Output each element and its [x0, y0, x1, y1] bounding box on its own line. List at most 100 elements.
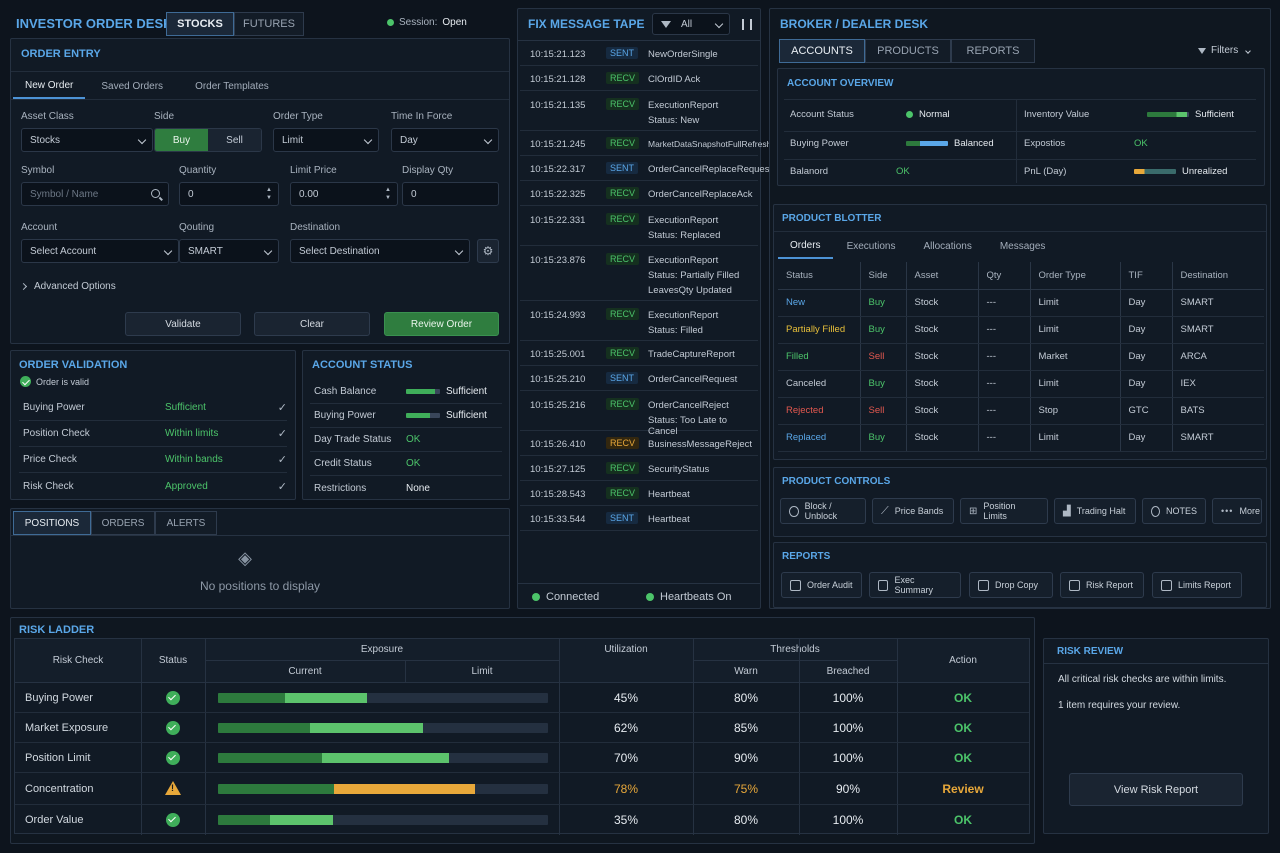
list-item[interactable]: 10:15:21.128 RECV ClOrdID Ack [520, 66, 758, 91]
copy-icon [978, 579, 989, 591]
limit-price-label: Limit Price [290, 165, 337, 176]
tab-products[interactable]: PRODUCTS [865, 39, 951, 63]
trading-halt-button[interactable]: ▟ Trading Halt [1054, 498, 1136, 524]
list-item[interactable]: 10:15:25.001 RECV TradeCaptureReport [520, 341, 758, 366]
account-select[interactable]: Select Account [21, 239, 179, 263]
table-row[interactable]: Filled Sell Stock --- Market Day ARCA [778, 343, 1264, 371]
tab-positions[interactable]: POSITIONS [13, 511, 91, 535]
notes-button[interactable]: NOTES [1142, 498, 1206, 524]
limits-report-button[interactable]: Limits Report [1152, 572, 1242, 598]
asset-class-select[interactable]: Stocks [21, 128, 153, 152]
limit-price-stepper[interactable]: 0.00 ▲ ▼ [290, 182, 398, 206]
tab-allocations[interactable]: Allocations [923, 240, 972, 252]
list-item[interactable]: 10:15:24.993 RECV ExecutionReport Status: F… [520, 301, 758, 341]
tab-alerts[interactable]: ALERTS [155, 511, 217, 535]
list-item[interactable]: 10:15:22.325 RECV OrderCancelReplaceAck [520, 181, 758, 206]
symbol-input[interactable]: Symbol / Name [21, 182, 169, 206]
table-cell: Day [1120, 289, 1173, 317]
drop-copy-button[interactable]: Drop Copy [969, 572, 1053, 598]
action-status[interactable]: Review [942, 782, 984, 796]
side-sell-button[interactable]: Sell [208, 129, 261, 151]
table-cell: Day [1120, 316, 1173, 344]
message-type: BusinessMessageReject [648, 439, 753, 450]
list-item[interactable]: 10:15:21.123 SENT NewOrderSingle [520, 41, 758, 66]
table-cell: Stock [906, 424, 979, 452]
display-qty-input[interactable]: 0 [402, 182, 499, 206]
price-bands-button[interactable]: ⟋ Price Bands [872, 498, 954, 524]
column-header[interactable]: Status [778, 262, 861, 290]
fix-filter-select[interactable]: All [652, 13, 730, 35]
list-item[interactable]: 10:15:33.544 SENT Heartbeat [520, 506, 758, 531]
destination-select[interactable]: Select Destination [290, 239, 470, 263]
list-item[interactable]: 10:15:25.210 SENT OrderCancelRequest [520, 366, 758, 391]
tab-stocks[interactable]: STOCKS [166, 12, 234, 36]
list-item[interactable]: 10:15:23.876 RECV ExecutionReport Status: P… [520, 246, 758, 301]
table-row[interactable]: Partially Filled Buy Stock --- Limit Day SMART [778, 316, 1264, 344]
risk-review-panel: RISK REVIEW All critical risk checks are… [1043, 638, 1269, 834]
message-direction-badge: RECV [606, 213, 640, 225]
side-buy-button[interactable]: Buy [155, 129, 208, 151]
table-row[interactable]: Concentration 78% 75% 90% Review [15, 773, 1029, 805]
filters-button[interactable]: Filters [1198, 45, 1252, 56]
expostios-value: OK [1134, 138, 1148, 149]
tab-orders[interactable]: ORDERS [91, 511, 155, 535]
table-row[interactable]: Market Exposure 62% 85% 100% OK [15, 713, 1029, 743]
block-unblock-button[interactable]: Block / Unblock [780, 498, 866, 524]
tab-executions[interactable]: Executions [846, 240, 896, 252]
clear-button[interactable]: Clear [254, 312, 370, 336]
more-button[interactable]: ••• More [1212, 498, 1262, 524]
position-limits-button[interactable]: ⊞ Position Limits [960, 498, 1048, 524]
table-row[interactable]: Buying Power 45% 80% 100% OK [15, 683, 1029, 713]
tab-orders[interactable]: Orders [778, 233, 833, 259]
list-item[interactable]: 10:15:21.135 RECV ExecutionReport Status: N… [520, 91, 758, 131]
table-row[interactable]: Canceled Buy Stock --- Limit Day IEX [778, 370, 1264, 398]
validate-button[interactable]: Validate [125, 312, 241, 336]
quantity-stepper[interactable]: 0 ▲ ▼ [179, 182, 279, 206]
column-header[interactable]: Asset [906, 262, 979, 290]
exec-summary-button[interactable]: Exec Summary [869, 572, 961, 598]
column-header[interactable]: Side [860, 262, 907, 290]
tab-new-order[interactable]: New Order [13, 73, 86, 99]
message-type: NewOrderSingle [648, 49, 718, 60]
control-label: NOTES [1165, 506, 1197, 516]
stepper-icon[interactable]: ▲ ▼ [266, 187, 272, 201]
list-item[interactable]: 10:15:22.331 RECV ExecutionReport Status: R… [520, 206, 758, 246]
list-item[interactable]: 10:15:27.125 RECV SecurityStatus [520, 456, 758, 481]
list-item[interactable]: 10:15:28.543 RECV Heartbeat [520, 481, 758, 506]
message-type: ClOrdID Ack [648, 74, 701, 85]
tab-reports[interactable]: REPORTS [951, 39, 1035, 63]
list-item: Price Check Within bands ✓ [19, 447, 287, 473]
list-item[interactable]: 10:15:26.410 RECV BusinessMessageReject [520, 431, 758, 456]
tif-select[interactable]: Day [391, 128, 499, 152]
stepper-icon[interactable]: ▲ ▼ [385, 187, 391, 201]
tab-accounts[interactable]: ACCOUNTS [779, 39, 865, 63]
destination-settings-button[interactable]: ⚙ [477, 239, 499, 263]
advanced-options-toggle[interactable]: Advanced Options [19, 281, 116, 292]
order-type-select[interactable]: Limit [273, 128, 379, 152]
table-row[interactable]: Position Limit 70% 90% 100% OK [15, 743, 1029, 773]
pause-icon[interactable] [742, 19, 752, 30]
check-circle-icon [166, 691, 180, 705]
risk-report-button[interactable]: Risk Report [1060, 572, 1144, 598]
table-row[interactable]: Order Value 35% 80% 100% OK [15, 805, 1029, 835]
column-header[interactable]: Destination [1172, 262, 1264, 290]
column-header[interactable]: TIF [1120, 262, 1173, 290]
review-order-button[interactable]: Review Order [384, 312, 499, 336]
qouting-value: SMART [188, 245, 223, 257]
tab-saved-orders[interactable]: Saved Orders [101, 80, 164, 92]
asset-class-label: Asset Class [21, 111, 74, 122]
table-row[interactable]: New Buy Stock --- Limit Day SMART [778, 289, 1264, 317]
tab-order-templates[interactable]: Order Templates [195, 80, 269, 92]
column-header[interactable]: Qty [978, 262, 1031, 290]
column-header[interactable]: Order Type [1030, 262, 1121, 290]
order-audit-button[interactable]: Order Audit [781, 572, 862, 598]
list-item[interactable]: 10:15:21.245 RECV MarketDataSnapshotFullRe… [520, 131, 771, 156]
table-row[interactable]: Rejected Sell Stock --- Stop GTC BATS [778, 397, 1264, 425]
view-risk-report-button[interactable]: View Risk Report [1069, 773, 1243, 806]
list-item[interactable]: 10:15:22.317 SENT OrderCancelReplaceReques… [520, 156, 772, 181]
tab-futures[interactable]: FUTURES [234, 12, 304, 36]
qouting-select[interactable]: SMART [179, 239, 279, 263]
tab-messages[interactable]: Messages [999, 240, 1046, 252]
table-row[interactable]: Replaced Buy Stock --- Limit Day SMART [778, 424, 1264, 452]
list-item[interactable]: 10:15:25.216 RECV OrderCancelReject Status:… [520, 391, 758, 437]
